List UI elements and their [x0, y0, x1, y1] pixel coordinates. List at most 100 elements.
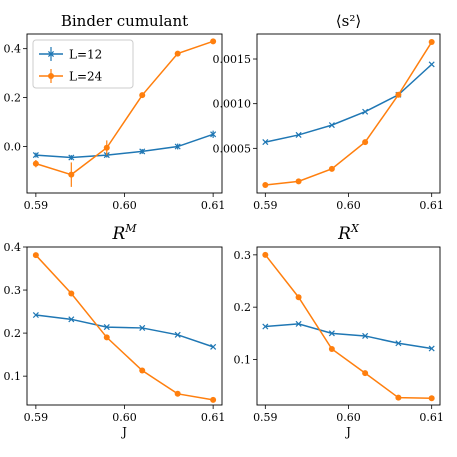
- x-tick-label: 0.59: [253, 411, 278, 424]
- data-point: [32, 252, 39, 259]
- data-point: [174, 143, 181, 150]
- x-axis-label: J: [344, 425, 351, 439]
- data-point: [295, 320, 302, 327]
- data-point: [103, 334, 110, 341]
- y-tick-label: 0.0005: [213, 142, 252, 155]
- data-point: [262, 323, 269, 330]
- series-line: [265, 41, 433, 186]
- data-point: [210, 396, 217, 403]
- data-point: [103, 152, 110, 159]
- data-point: [395, 340, 402, 347]
- data-point: [139, 324, 146, 331]
- panel-1: Binder cumulant 0.59 0.60 0.61 0.0 0.2 0.4 L=12…: [4, 12, 226, 212]
- y-tick-label: 0.3: [4, 284, 22, 297]
- panel-2: ⟨s²⟩ 0.59 0.60 0.61 0.0005 0.0010 0.0015: [213, 12, 444, 212]
- legend: L=12 L=24: [32, 39, 134, 89]
- legend-label: L=12: [69, 48, 102, 62]
- x-tick-label: 0.61: [201, 199, 226, 212]
- x-axis-label: J: [120, 425, 127, 439]
- legend-label: L=24: [69, 70, 103, 84]
- data-point: [262, 251, 269, 258]
- data-point: [328, 122, 335, 129]
- y-tick-label: 0.2: [4, 327, 22, 340]
- data-point: [68, 154, 75, 161]
- data-point: [428, 395, 435, 402]
- x-tick-label: 0.61: [201, 411, 226, 424]
- panel-title: ⟨s²⟩: [336, 12, 361, 30]
- y-tick-label: 0.1: [234, 353, 252, 366]
- plot-frame: [256, 33, 441, 194]
- plot-frame: [256, 246, 441, 406]
- y-tick-label: 0.2: [234, 301, 252, 314]
- panel-3: RM 0.59 0.60 0.61 0.1 0.2 0.3 0.4 J: [4, 222, 226, 439]
- x-tick-label: 0.60: [112, 199, 137, 212]
- plot-frame: [26, 246, 223, 406]
- data-point: [328, 165, 335, 172]
- data-point: [428, 39, 435, 46]
- panel-title: Binder cumulant: [61, 12, 188, 30]
- series-line: [264, 254, 432, 399]
- data-point: [210, 343, 217, 350]
- data-point: [210, 38, 217, 45]
- data-point: [295, 178, 302, 185]
- data-point: [428, 61, 435, 68]
- data-point: [362, 332, 369, 339]
- legend-marker: [48, 73, 54, 79]
- panel-title: RX: [337, 222, 360, 244]
- data-point: [395, 394, 402, 401]
- data-point: [428, 345, 435, 352]
- x-tick-label: 0.59: [24, 411, 49, 424]
- series-line: [35, 40, 214, 176]
- data-point: [295, 131, 302, 138]
- data-point: [362, 139, 369, 146]
- y-tick-label: 0.1: [4, 370, 22, 383]
- y-tick-label: 0.0010: [213, 98, 252, 111]
- data-point: [103, 144, 110, 151]
- plot-frame: [26, 33, 223, 194]
- data-point: [328, 330, 335, 337]
- y-tick-label: 0.2: [4, 92, 22, 105]
- series-line: [35, 314, 214, 348]
- data-point: [68, 316, 75, 323]
- data-point: [103, 324, 110, 331]
- y-tick-label: 0.3: [234, 249, 252, 262]
- x-tick-label: 0.61: [419, 411, 444, 424]
- data-point: [32, 311, 39, 319]
- data-point: [262, 139, 269, 146]
- data-point: [262, 181, 269, 188]
- x-tick-label: 0.59: [253, 199, 278, 212]
- data-point: [174, 390, 181, 397]
- data-point: [139, 148, 146, 155]
- x-tick-label: 0.60: [112, 411, 137, 424]
- y-tick-label: 0.4: [4, 241, 22, 254]
- data-point: [328, 346, 335, 353]
- x-tick-label: 0.60: [336, 411, 361, 424]
- series-line: [265, 323, 432, 350]
- series-line: [35, 254, 214, 401]
- legend-marker: [47, 50, 55, 58]
- data-point: [210, 131, 217, 138]
- series-line: [265, 63, 433, 143]
- x-tick-label: 0.59: [24, 199, 49, 212]
- y-tick-label: 0.0015: [213, 53, 252, 66]
- data-point: [362, 370, 369, 377]
- y-tick-label: 0.4: [4, 43, 22, 56]
- y-tick-label: 0.0: [4, 141, 22, 154]
- data-point: [295, 294, 302, 301]
- data-point: [68, 171, 75, 178]
- series-line: [35, 133, 214, 159]
- x-tick-label: 0.60: [336, 199, 361, 212]
- data-point: [174, 50, 181, 57]
- data-point: [174, 331, 181, 338]
- data-point: [362, 108, 369, 115]
- data-point: [139, 367, 146, 374]
- data-point: [395, 91, 402, 98]
- data-point: [32, 160, 39, 167]
- panel-4: RX 0.59 0.60 0.61 0.1 0.2 0.3 J: [234, 222, 444, 439]
- panel-title: RM: [111, 222, 137, 244]
- data-point: [32, 152, 39, 159]
- x-tick-label: 0.61: [419, 199, 444, 212]
- data-point: [68, 290, 75, 297]
- data-point: [139, 92, 146, 99]
